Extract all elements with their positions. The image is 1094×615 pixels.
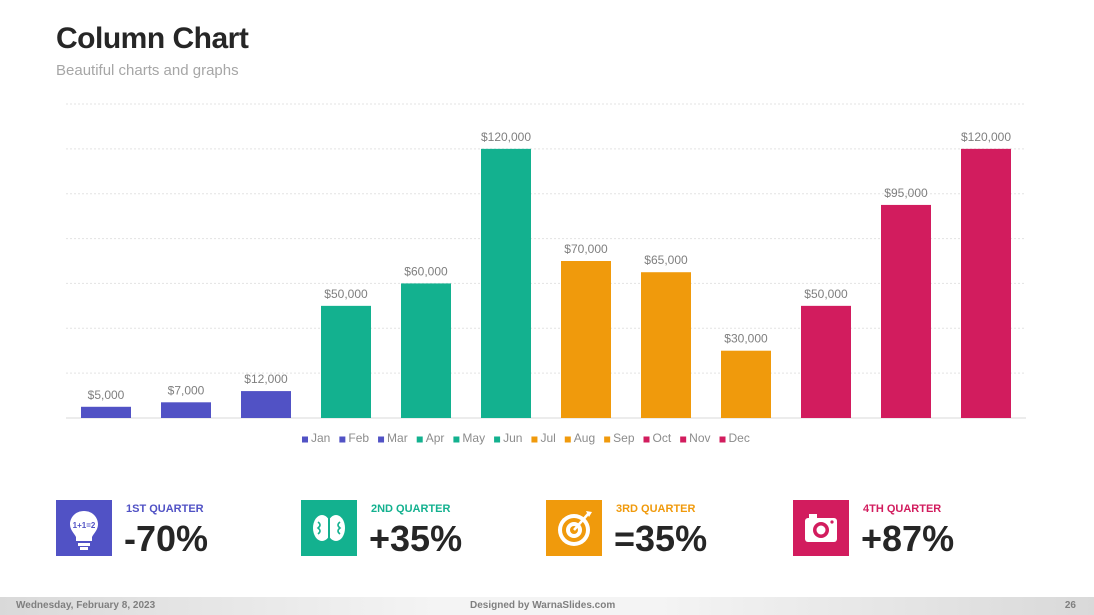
bar-feb — [161, 402, 211, 418]
column-chart: $5,000 $7,000 $12,000 $50,000 $60,000 $120,00… — [66, 103, 1026, 445]
bar-jan — [81, 406, 131, 418]
bar-aug — [641, 272, 691, 418]
bar-oct — [801, 305, 851, 418]
legend-swatch — [604, 436, 611, 443]
legend-swatch — [339, 436, 346, 443]
footer-credit: Designed by WarnaSlides.com — [470, 600, 616, 611]
legend-item: Oct — [653, 431, 672, 445]
legend-item: Dec — [729, 431, 750, 445]
legend-swatch — [453, 436, 460, 443]
data-label: $12,000 — [244, 372, 288, 386]
slide-subtitle: Beautiful charts and graphs — [56, 62, 239, 79]
data-label: $7,000 — [168, 383, 205, 397]
data-label: $95,000 — [884, 186, 928, 200]
footer-date: Wednesday, February 8, 2023 — [16, 600, 156, 611]
bar-jul — [561, 261, 611, 418]
bar-dec — [961, 148, 1011, 418]
legend-swatch — [643, 436, 650, 443]
quarter-value: +35% — [369, 518, 463, 559]
data-label: $120,000 — [481, 130, 531, 144]
legend-item: Jun — [503, 431, 522, 445]
data-label: $65,000 — [644, 253, 688, 267]
legend-swatch — [680, 436, 687, 443]
legend-swatch — [719, 436, 726, 443]
target-icon — [546, 500, 602, 556]
legend-item: Feb — [348, 431, 369, 445]
legend-item: Aug — [574, 431, 595, 445]
footer-bar: Wednesday, February 8, 2023 Designed by … — [0, 597, 1094, 615]
legend-item: May — [462, 431, 485, 445]
bar-jun — [481, 148, 531, 418]
quarter-value: =35% — [614, 518, 708, 559]
data-label: $120,000 — [961, 130, 1011, 144]
data-label: $5,000 — [88, 388, 125, 402]
bar-apr — [321, 305, 371, 418]
quarter-value: -70% — [124, 518, 209, 559]
data-label: $50,000 — [804, 287, 848, 301]
data-label: $60,000 — [404, 264, 448, 278]
legend-item: Jan — [311, 431, 330, 445]
bar-sep — [721, 350, 771, 418]
data-label: $30,000 — [724, 332, 768, 346]
svg-text:1+1=2: 1+1=2 — [73, 521, 96, 530]
legend-swatch — [531, 436, 538, 443]
quarter-label: 3RD QUARTER — [616, 503, 696, 515]
legend-swatch — [302, 436, 308, 443]
lightbulb-icon: 1+1=2 — [56, 500, 112, 556]
page-number: 26 — [1064, 600, 1076, 611]
camera-icon — [793, 500, 849, 556]
bar-may — [401, 283, 451, 418]
data-label: $70,000 — [564, 242, 608, 256]
quarter-label: 1ST QUARTER — [126, 503, 204, 515]
legend-swatch — [494, 436, 501, 443]
legend-item: Sep — [613, 431, 635, 445]
brain-icon — [301, 500, 357, 556]
legend-swatch — [416, 436, 423, 443]
legend-item: Nov — [689, 431, 710, 445]
bar-mar — [241, 391, 291, 418]
slide-title: Column Chart — [56, 22, 249, 55]
legend-swatch — [378, 436, 385, 443]
quarter-value: +87% — [861, 518, 955, 559]
legend-item: Jul — [540, 431, 555, 445]
legend-item: Mar — [387, 431, 408, 445]
legend-item: Apr — [426, 431, 445, 445]
bar-nov — [881, 204, 931, 418]
quarter-label: 2ND QUARTER — [371, 503, 451, 515]
quarter-label: 4TH QUARTER — [863, 503, 942, 515]
legend-swatch — [564, 436, 571, 443]
data-label: $50,000 — [324, 287, 368, 301]
